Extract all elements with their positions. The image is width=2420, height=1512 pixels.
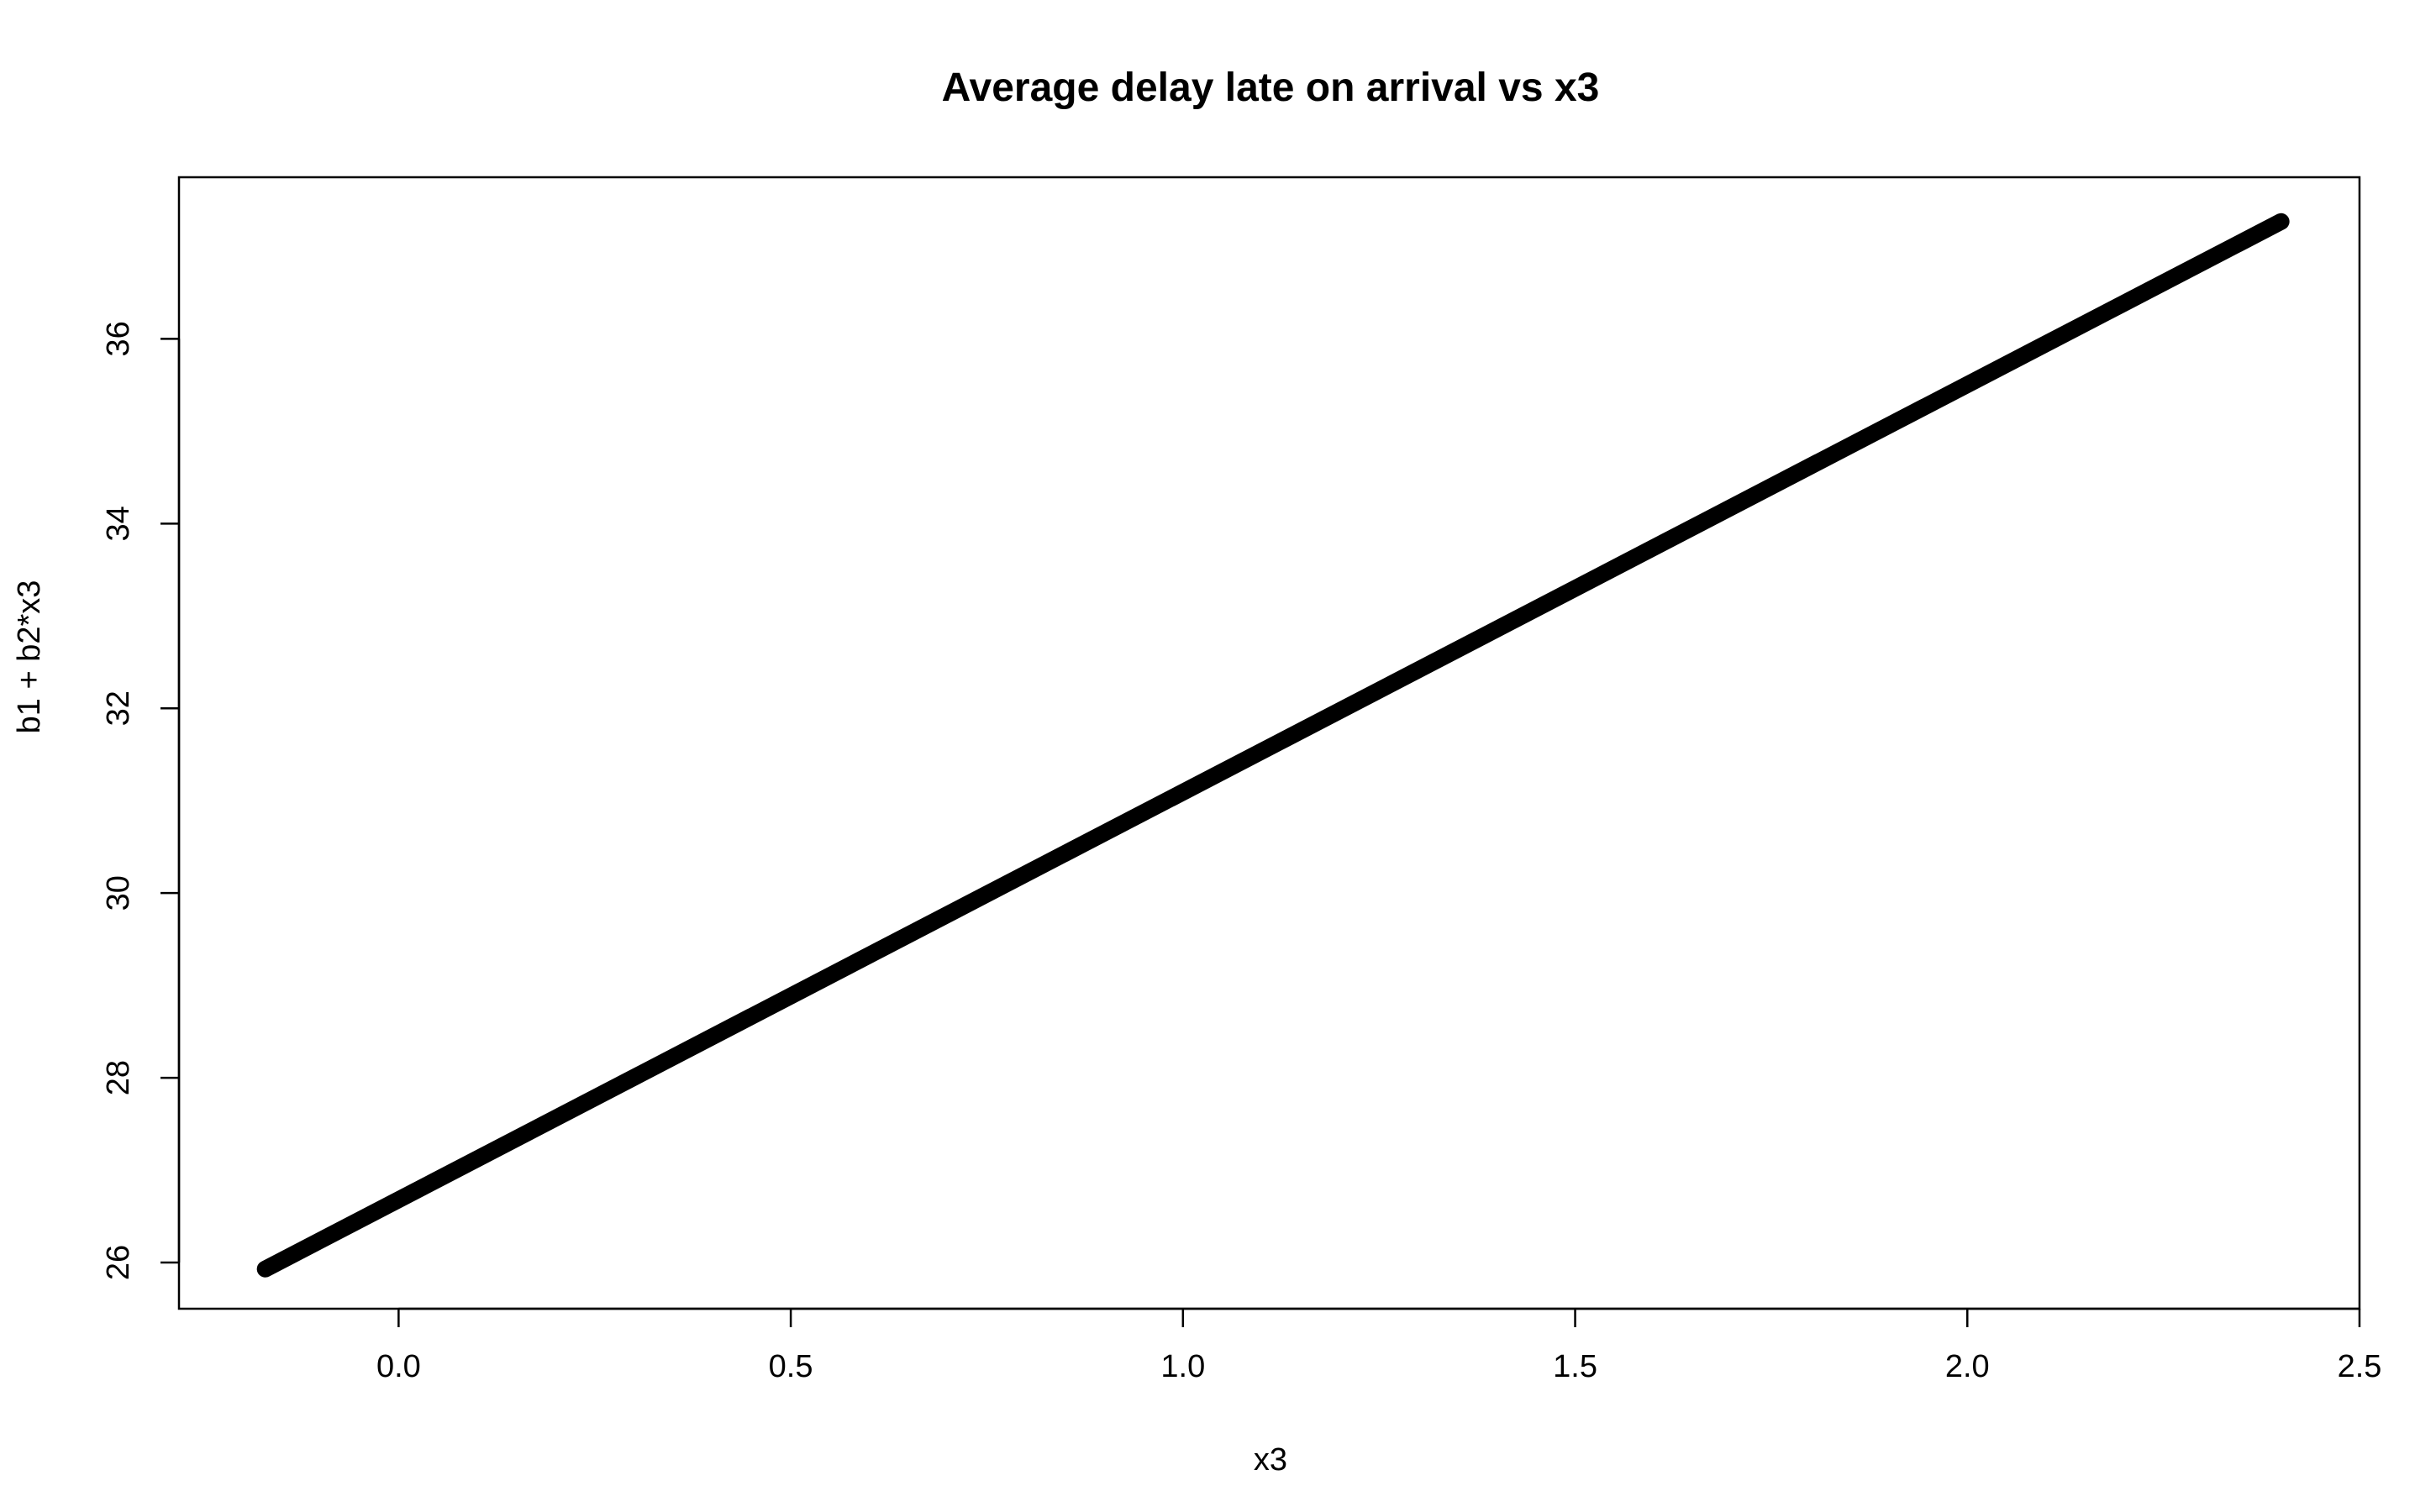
y-axis-label: b1 + b2*x3 bbox=[12, 580, 47, 734]
y-tick-label: 28 bbox=[101, 1060, 136, 1095]
x-axis-label: x3 bbox=[1254, 1442, 1287, 1478]
x-tick-label: 1.0 bbox=[1160, 1349, 1205, 1384]
x-tick-label: 0.5 bbox=[769, 1349, 813, 1384]
y-tick-label: 36 bbox=[101, 321, 136, 356]
series-line bbox=[256, 213, 2290, 1278]
chart-title: Average delay late on arrival vs x3 bbox=[942, 66, 1600, 110]
y-tick-label: 32 bbox=[101, 690, 136, 726]
x-tick-label: 1.5 bbox=[1553, 1349, 1597, 1384]
x-axis: 0.0 0.5 1.0 1.5 2.0 2.5 bbox=[376, 1307, 2382, 1384]
x-tick-label: 2.5 bbox=[2338, 1349, 2382, 1384]
y-axis: 26 28 30 32 34 36 bbox=[101, 321, 181, 1280]
series-layer bbox=[256, 213, 2290, 1278]
x-tick-label: 0.0 bbox=[376, 1349, 421, 1384]
y-tick-label: 34 bbox=[101, 506, 136, 541]
x-tick-label: 2.0 bbox=[1945, 1349, 1990, 1384]
y-tick-label: 30 bbox=[101, 875, 136, 911]
y-tick-label: 26 bbox=[101, 1245, 136, 1280]
